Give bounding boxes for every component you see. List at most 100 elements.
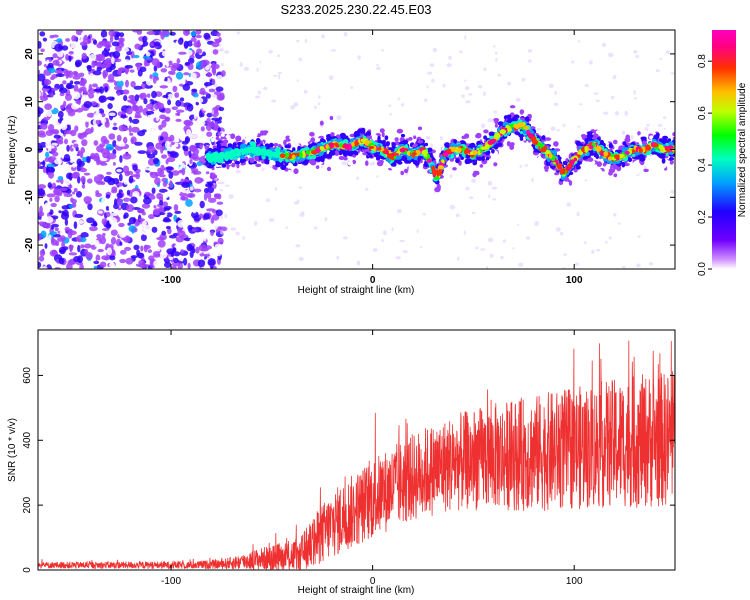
noise-blob: [161, 50, 170, 57]
noise-blob: [197, 97, 204, 104]
noise-blob: [126, 189, 130, 196]
noise-blob: [80, 166, 84, 170]
noise-blob: [208, 88, 216, 93]
noise-blob: [303, 89, 308, 94]
noise-blob: [44, 222, 51, 229]
noise-blob: [93, 265, 98, 269]
noise-blob: [239, 62, 243, 67]
noise-blob: [168, 39, 174, 45]
noise-blob: [613, 212, 617, 217]
noise-blob: [220, 230, 224, 235]
noise-blob: [268, 49, 273, 54]
noise-blob: [199, 91, 209, 95]
noise-blob: [87, 65, 92, 72]
ridge-blob: [623, 166, 628, 173]
noise-blob: [107, 153, 117, 160]
noise-blob: [219, 92, 225, 100]
noise-blob: [119, 32, 125, 38]
ridge-blob: [473, 170, 478, 175]
noise-blob: [58, 210, 62, 214]
noise-blob: [154, 172, 161, 177]
noise-blob: [66, 82, 72, 90]
noise-blob: [65, 53, 70, 61]
noise-blob: [80, 152, 84, 159]
noise-blob: [138, 223, 146, 231]
noise-blob: [228, 194, 234, 199]
noise-blob: [190, 173, 194, 177]
noise-blob: [46, 165, 49, 174]
noise-blob: [165, 140, 171, 149]
noise-blob: [151, 58, 160, 66]
noise-blob: [342, 236, 348, 240]
ridge-blob: [634, 169, 639, 175]
noise-blob: [192, 247, 196, 254]
noise-blob: [124, 246, 132, 251]
noise-blob: [57, 176, 64, 181]
noise-blob: [64, 226, 71, 232]
ridge-blob: [642, 131, 648, 137]
ridge-blob: [391, 142, 396, 148]
ridge-blob: [608, 143, 613, 149]
ridge-blob: [242, 158, 247, 163]
ridge-blob: [328, 150, 336, 156]
noise-blob: [536, 128, 542, 131]
noise-blob: [185, 157, 189, 166]
noise-blob: [109, 34, 114, 43]
ridge-blob: [235, 135, 242, 142]
noise-blob: [491, 186, 498, 190]
noise-blob: [50, 92, 54, 98]
noise-blob: [75, 99, 81, 105]
noise-blob: [83, 172, 91, 176]
noise-blob: [635, 54, 640, 59]
noise-blob: [148, 134, 154, 142]
noise-blob: [146, 31, 156, 35]
noise-blob: [402, 250, 408, 254]
noise-blob: [170, 74, 177, 78]
noise-blob: [98, 41, 106, 45]
noise-blob: [157, 102, 165, 110]
noise-blob: [208, 121, 215, 128]
ridge-blob: [217, 173, 224, 178]
noise-blob: [130, 174, 139, 178]
ridge-blob: [268, 162, 273, 166]
noise-blob: [298, 57, 303, 62]
noise-blob: [593, 92, 599, 95]
noise-blob: [205, 183, 213, 188]
noise-blob: [84, 187, 93, 192]
noise-blob: [235, 169, 242, 174]
noise-blob: [186, 193, 196, 198]
noise-blob: [134, 43, 141, 50]
noise-blob: [106, 96, 115, 101]
ridge-blob: [386, 163, 392, 169]
noise-blob: [95, 109, 100, 113]
ridge-blob: [337, 161, 341, 168]
noise-blob: [153, 65, 158, 72]
noise-blob: [278, 74, 281, 80]
ridge-blob: [476, 156, 482, 161]
noise-blob: [555, 227, 561, 232]
noise-blob: [159, 114, 167, 120]
ridge-blob: [316, 156, 322, 161]
noise-blob: [105, 243, 110, 249]
ridge-blob: [390, 166, 396, 170]
noise-blob: [67, 110, 76, 117]
ridge-blob: [225, 134, 231, 139]
noise-blob: [101, 218, 108, 225]
noise-blob: [200, 59, 210, 66]
noise-blob: [446, 63, 452, 68]
noise-blob: [563, 253, 567, 256]
ridge-blob: [417, 139, 424, 144]
noise-blob: [317, 102, 321, 106]
ridge-blob: [643, 168, 649, 173]
noise-blob: [75, 238, 82, 242]
noise-blob: [380, 239, 385, 242]
noise-blob: [165, 166, 174, 171]
noise-blob: [571, 60, 575, 64]
noise-blob: [203, 192, 208, 201]
noise-blob: [100, 135, 108, 144]
noise-blob: [471, 211, 476, 214]
noise-blob: [397, 97, 400, 101]
noise-blob: [190, 31, 197, 37]
noise-blob: [202, 234, 207, 242]
